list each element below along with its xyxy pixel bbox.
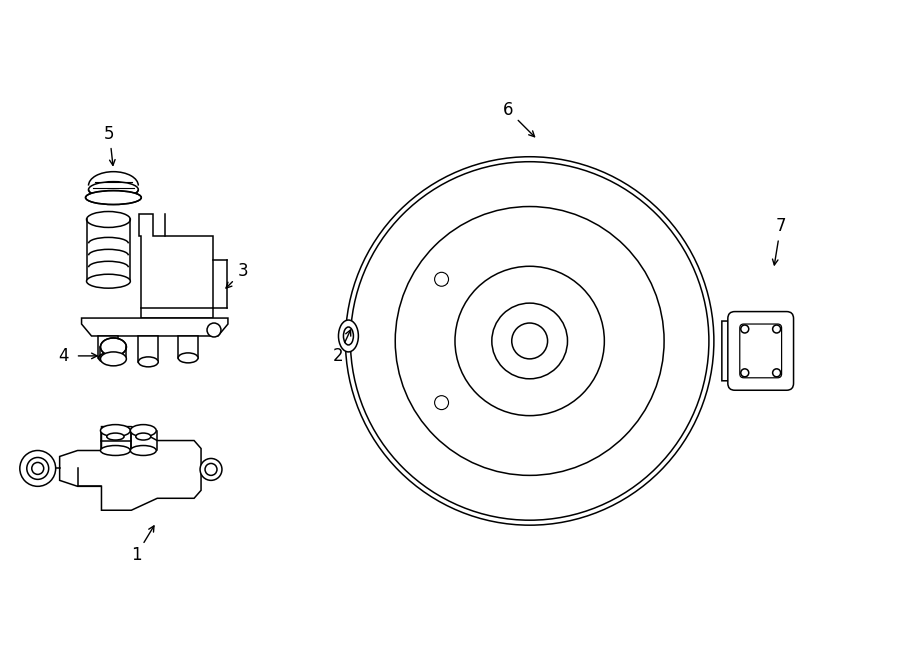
Ellipse shape [86, 212, 130, 227]
Ellipse shape [130, 424, 157, 436]
Ellipse shape [101, 352, 126, 366]
Circle shape [27, 457, 49, 479]
Circle shape [32, 463, 44, 475]
Text: 2: 2 [333, 347, 344, 365]
Ellipse shape [130, 446, 157, 455]
Polygon shape [139, 336, 158, 362]
FancyBboxPatch shape [728, 311, 794, 390]
Ellipse shape [101, 338, 126, 356]
Circle shape [346, 157, 714, 525]
Circle shape [772, 369, 780, 377]
Ellipse shape [86, 190, 141, 204]
Ellipse shape [136, 433, 151, 440]
Polygon shape [98, 336, 119, 358]
Polygon shape [178, 336, 198, 358]
Ellipse shape [107, 433, 124, 440]
Ellipse shape [101, 424, 130, 436]
Text: 6: 6 [502, 101, 513, 119]
Circle shape [20, 451, 56, 486]
Circle shape [205, 463, 217, 475]
Polygon shape [722, 321, 757, 381]
Ellipse shape [178, 353, 198, 363]
Ellipse shape [344, 327, 354, 345]
Text: 4: 4 [58, 347, 69, 365]
Polygon shape [59, 426, 201, 510]
Polygon shape [140, 214, 213, 318]
Ellipse shape [98, 353, 119, 363]
Text: 5: 5 [104, 125, 114, 143]
Circle shape [200, 459, 222, 481]
Circle shape [435, 396, 448, 410]
Circle shape [207, 323, 221, 337]
Ellipse shape [139, 357, 158, 367]
Ellipse shape [86, 274, 130, 288]
Polygon shape [82, 318, 228, 336]
Circle shape [741, 369, 749, 377]
Circle shape [732, 344, 746, 358]
Ellipse shape [338, 320, 358, 352]
Text: 7: 7 [776, 217, 786, 235]
Circle shape [741, 325, 749, 333]
Text: 3: 3 [238, 262, 248, 280]
Ellipse shape [88, 182, 139, 198]
Circle shape [772, 325, 780, 333]
Circle shape [435, 272, 448, 286]
Ellipse shape [101, 446, 130, 455]
Text: 1: 1 [131, 546, 141, 564]
Circle shape [491, 303, 568, 379]
